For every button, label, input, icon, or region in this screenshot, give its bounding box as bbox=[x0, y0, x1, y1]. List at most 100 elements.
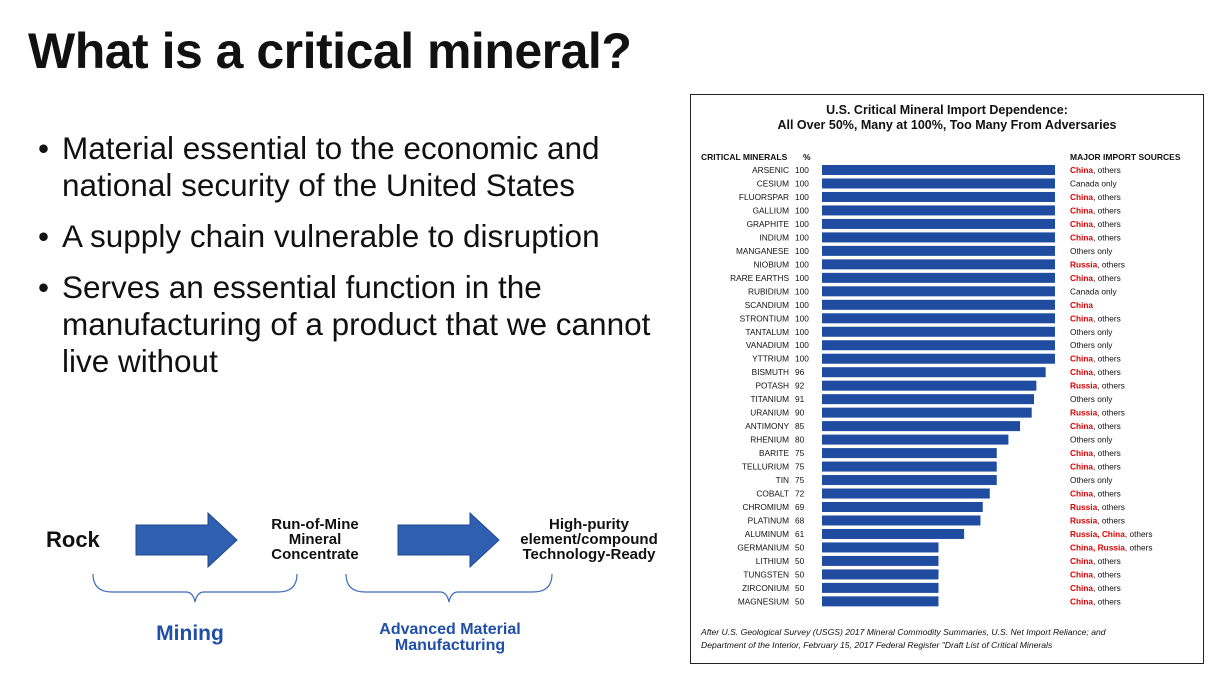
percent-label: 100 bbox=[795, 340, 809, 350]
bar bbox=[822, 515, 981, 526]
adversary-source: China bbox=[1070, 273, 1093, 283]
other-source: , others bbox=[1093, 596, 1121, 606]
percent-label: 100 bbox=[795, 205, 809, 215]
mineral-label: YTTRIUM bbox=[752, 354, 789, 364]
other-source: , others bbox=[1093, 273, 1121, 283]
bar bbox=[822, 394, 1035, 405]
bar bbox=[822, 165, 1055, 175]
percent-label: 100 bbox=[795, 313, 809, 323]
adversary-source: China bbox=[1070, 583, 1093, 593]
arrow-right-icon bbox=[135, 511, 238, 569]
bar bbox=[822, 340, 1055, 351]
column-header-percent: % bbox=[803, 152, 811, 162]
other-source: Others only bbox=[1070, 340, 1113, 350]
flow-step-concentrate: Run-of-Mine Mineral Concentrate bbox=[245, 517, 385, 562]
other-source: , others bbox=[1093, 421, 1121, 431]
mineral-label: NIOBIUM bbox=[754, 259, 790, 269]
percent-label: 75 bbox=[795, 462, 805, 472]
other-source: Others only bbox=[1070, 435, 1113, 445]
import-source-label: China, others bbox=[1070, 556, 1121, 566]
arrow-right-icon bbox=[397, 511, 500, 569]
flow-step-rock: Rock bbox=[46, 527, 100, 552]
other-source: , others bbox=[1125, 529, 1153, 539]
column-header-sources: MAJOR IMPORT SOURCES bbox=[1070, 152, 1181, 162]
other-source: , others bbox=[1097, 515, 1125, 525]
bullet-glyph: • bbox=[38, 130, 50, 166]
adversary-source: China bbox=[1070, 192, 1093, 202]
bar bbox=[822, 475, 997, 486]
percent-label: 50 bbox=[795, 556, 805, 566]
percent-label: 100 bbox=[795, 192, 809, 202]
bar bbox=[822, 232, 1055, 243]
other-source: , others bbox=[1093, 165, 1121, 175]
percent-label: 100 bbox=[795, 327, 809, 337]
other-source: Others only bbox=[1070, 327, 1113, 337]
adversary-source: Russia bbox=[1070, 259, 1098, 269]
manufacturing-label-line: Advanced Material bbox=[379, 621, 521, 638]
mineral-label: TELLURIUM bbox=[742, 462, 789, 472]
bar bbox=[822, 380, 1037, 391]
mineral-label: INDIUM bbox=[760, 232, 790, 242]
adversary-source: China bbox=[1070, 232, 1093, 242]
other-source: , others bbox=[1093, 569, 1121, 579]
percent-label: 100 bbox=[795, 354, 809, 364]
adversary-source: China bbox=[1070, 421, 1093, 431]
bullet-item: • A supply chain vulnerable to disruption bbox=[36, 218, 676, 255]
bullet-list: • Material essential to the economic and … bbox=[36, 130, 676, 394]
bar bbox=[822, 313, 1055, 324]
bar bbox=[822, 178, 1055, 189]
import-source-label: China, others bbox=[1070, 192, 1121, 202]
import-source-label: Others only bbox=[1070, 475, 1113, 485]
other-source: , others bbox=[1093, 192, 1121, 202]
mineral-label: BARITE bbox=[759, 448, 789, 458]
other-source: , others bbox=[1093, 205, 1121, 215]
slide-title: What is a critical mineral? bbox=[28, 23, 632, 79]
import-source-label: Russia, China, others bbox=[1070, 529, 1153, 539]
import-source-label: China, others bbox=[1070, 219, 1121, 229]
adversary-source: Russia, China bbox=[1070, 529, 1125, 539]
flow-step-line: High-purity bbox=[549, 516, 629, 533]
percent-label: 80 bbox=[795, 435, 805, 445]
chart-title: U.S. Critical Mineral Import Dependence: bbox=[826, 103, 1068, 117]
mineral-label: URANIUM bbox=[750, 408, 789, 418]
other-source: , others bbox=[1093, 354, 1121, 364]
import-source-label: Others only bbox=[1070, 246, 1113, 256]
import-source-label: Others only bbox=[1070, 435, 1113, 445]
bar bbox=[822, 286, 1055, 297]
bar bbox=[822, 502, 983, 512]
manufacturing-brace bbox=[345, 573, 553, 603]
mineral-label: ARSENIC bbox=[752, 165, 789, 175]
flow-step-line: Mineral bbox=[288, 531, 342, 548]
bar bbox=[822, 272, 1055, 283]
import-source-label: Others only bbox=[1070, 340, 1113, 350]
bar bbox=[822, 434, 1009, 445]
percent-label: 92 bbox=[795, 381, 805, 391]
bullet-glyph: • bbox=[38, 269, 50, 305]
chart-subtitle: All Over 50%, Many at 100%, Too Many Fro… bbox=[777, 118, 1117, 132]
bar bbox=[822, 528, 965, 539]
mineral-label: FLUORSPAR bbox=[739, 192, 789, 202]
mineral-label: ZIRCONIUM bbox=[742, 583, 789, 593]
bar bbox=[822, 569, 939, 580]
adversary-source: Russia bbox=[1070, 408, 1098, 418]
import-source-label: China bbox=[1070, 300, 1093, 310]
other-source: Canada only bbox=[1070, 286, 1117, 296]
bar bbox=[822, 461, 997, 472]
adversary-source: China bbox=[1070, 367, 1093, 377]
mineral-label: CESIUM bbox=[757, 178, 789, 188]
adversary-source: China bbox=[1070, 596, 1093, 606]
process-diagram bbox=[92, 511, 553, 603]
bar bbox=[822, 448, 997, 459]
import-source-label: Russia, others bbox=[1070, 381, 1125, 391]
mineral-label: ALUMINUM bbox=[745, 529, 789, 539]
other-source: , others bbox=[1097, 502, 1125, 512]
bar bbox=[822, 259, 1055, 270]
percent-label: 91 bbox=[795, 394, 805, 404]
adversary-source: Russia bbox=[1070, 502, 1098, 512]
other-source: Others only bbox=[1070, 475, 1113, 485]
import-source-label: Others only bbox=[1070, 394, 1113, 404]
import-source-label: Russia, others bbox=[1070, 515, 1125, 525]
mineral-label: GRAPHITE bbox=[747, 219, 790, 229]
other-source: , others bbox=[1093, 219, 1121, 229]
